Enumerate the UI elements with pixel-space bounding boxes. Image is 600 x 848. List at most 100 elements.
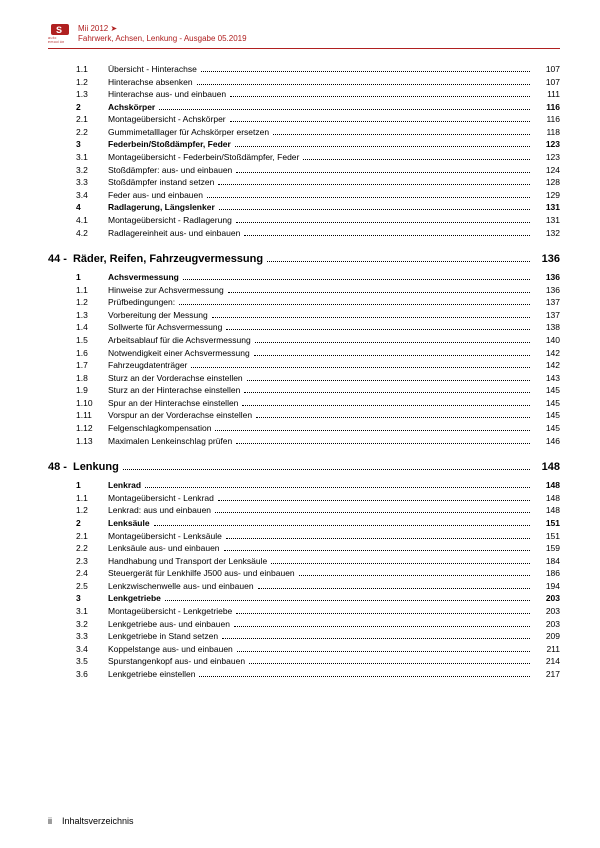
- toc-page: 131: [534, 201, 560, 214]
- toc-number: 1.8: [76, 372, 108, 385]
- toc-number: 2.4: [76, 567, 108, 580]
- toc-page: 132: [534, 227, 560, 240]
- toc-dots: [237, 645, 530, 652]
- toc-label: Felgenschlagkompensation: [108, 422, 211, 435]
- toc-number: 3.3: [76, 176, 108, 189]
- toc-dots: [244, 386, 530, 393]
- toc-page: 136: [534, 284, 560, 297]
- toc-row: 1.8Sturz an der Vorderachse einstellen14…: [76, 372, 560, 385]
- toc-number: 2.3: [76, 555, 108, 568]
- toc-number: 3.2: [76, 164, 108, 177]
- toc-row: 4.1Montageübersicht - Radlagerung131: [76, 214, 560, 227]
- toc-label: Arbeitsablauf für die Achsvermessung: [108, 334, 251, 347]
- toc-dots: [123, 463, 530, 470]
- toc-number: 3: [76, 592, 108, 605]
- toc-dots: [222, 632, 530, 639]
- toc-page: 111: [534, 88, 560, 101]
- toc-number: 1.5: [76, 334, 108, 347]
- toc-dots: [212, 311, 530, 318]
- toc-page: 203: [534, 618, 560, 631]
- toc-row: 4Radlagerung, Längslenker131: [76, 201, 560, 214]
- toc-label: Prüfbedingungen:: [108, 296, 175, 309]
- toc-page: 129: [534, 189, 560, 202]
- toc-dots: [254, 349, 530, 356]
- toc-label: Übersicht - Hinterachse: [108, 63, 197, 76]
- toc-label: Hinterachse absenken: [108, 76, 193, 89]
- toc-row: 2Lenksäule151: [76, 517, 560, 530]
- toc-dots: [235, 140, 530, 147]
- toc-label: Sturz an der Vorderachse einstellen: [108, 372, 243, 385]
- toc-row: 3.1Montageübersicht - Lenkgetriebe203: [76, 605, 560, 618]
- toc-label: Montageübersicht - Federbein/Stoßdämpfer…: [108, 151, 299, 164]
- toc-page: 136: [534, 271, 560, 284]
- toc-label: Stoßdämpfer: aus- und einbauen: [108, 164, 232, 177]
- toc-chapter: 44 -Räder, Reifen, Fahrzeugvermessung136: [48, 253, 560, 265]
- toc-number: 2.2: [76, 126, 108, 139]
- toc-page: 145: [534, 384, 560, 397]
- toc-dots: [256, 411, 530, 418]
- toc-row: 3.4Koppelstange aus- und einbauen211: [76, 643, 560, 656]
- toc-page: 128: [534, 176, 560, 189]
- toc-number: 3.3: [76, 630, 108, 643]
- footer-label: Inhaltsverzeichnis: [62, 816, 134, 826]
- header-text: Mii 2012 ➤ Fahrwerk, Achsen, Lenkung - A…: [78, 24, 247, 44]
- toc-dots: [201, 65, 530, 72]
- toc-page: 137: [534, 296, 560, 309]
- toc-dots: [228, 286, 530, 293]
- toc-dots: [197, 78, 530, 85]
- toc-page: 146: [534, 435, 560, 448]
- toc-label: Achskörper: [108, 101, 155, 114]
- toc-label: Fahrzeugdatenträger: [108, 359, 187, 372]
- toc-page: 217: [534, 668, 560, 681]
- toc-dots: [226, 323, 530, 330]
- toc-page: 148: [534, 492, 560, 505]
- toc-page: 116: [534, 113, 560, 126]
- toc-number: 4: [76, 201, 108, 214]
- toc-number: 1: [76, 479, 108, 492]
- toc-dots: [165, 594, 530, 601]
- toc-dots: [219, 203, 530, 210]
- toc-dots: [230, 115, 530, 122]
- toc-page: 107: [534, 63, 560, 76]
- toc-row: 3Lenkgetriebe203: [76, 592, 560, 605]
- toc-number: 1.12: [76, 422, 108, 435]
- toc-dots: [236, 166, 530, 173]
- toc-number: 1.2: [76, 296, 108, 309]
- toc-page: 184: [534, 555, 560, 568]
- toc-page: 159: [534, 542, 560, 555]
- toc-label: Lenkzwischenwelle aus- und einbauen: [108, 580, 254, 593]
- toc-row: 1.7Fahrzeugdatenträger142: [76, 359, 560, 372]
- toc-page: 131: [534, 214, 560, 227]
- toc-label: Radlagereinheit aus- und einbauen: [108, 227, 240, 240]
- toc-label: Hinterachse aus- und einbauen: [108, 88, 226, 101]
- toc-number: 1.9: [76, 384, 108, 397]
- toc-label: Feder aus- und einbauen: [108, 189, 203, 202]
- toc-row: 3.6Lenkgetriebe einstellen217: [76, 668, 560, 681]
- toc-row: 3.1Montageübersicht - Federbein/Stoßdämp…: [76, 151, 560, 164]
- seat-logo-mark: [51, 24, 69, 35]
- toc-label: Montageübersicht - Lenksäule: [108, 530, 222, 543]
- toc-number: 3.2: [76, 618, 108, 631]
- toc-number: 2: [76, 101, 108, 114]
- toc-row: 1.2Lenkrad: aus und einbauen148: [76, 504, 560, 517]
- toc-number: 2.2: [76, 542, 108, 555]
- toc-label: Montageübersicht - Radlagerung: [108, 214, 232, 227]
- toc-row: 1.12Felgenschlagkompensation145: [76, 422, 560, 435]
- toc-dots: [145, 481, 530, 488]
- toc-dots: [226, 532, 530, 539]
- toc-dots: [247, 374, 530, 381]
- toc-row: 1.4Sollwerte für Achsvermessung138: [76, 321, 560, 334]
- toc-row: 1.9Sturz an der Hinterachse einstellen14…: [76, 384, 560, 397]
- toc-label: Lenkrad: aus und einbauen: [108, 504, 211, 517]
- toc-label: Montageübersicht - Achskörper: [108, 113, 226, 126]
- toc-number: 2.1: [76, 113, 108, 126]
- toc-number: 1.1: [76, 284, 108, 297]
- toc-number: 3: [76, 138, 108, 151]
- toc-dots: [154, 519, 530, 526]
- toc-dots: [236, 437, 530, 444]
- toc-row: 2.1Montageübersicht - Lenksäule151: [76, 530, 560, 543]
- toc-row: 1.1Hinweise zur Achsvermessung136: [76, 284, 560, 297]
- toc-page: 209: [534, 630, 560, 643]
- toc-label: Montageübersicht - Lenkgetriebe: [108, 605, 232, 618]
- toc-page: 124: [534, 164, 560, 177]
